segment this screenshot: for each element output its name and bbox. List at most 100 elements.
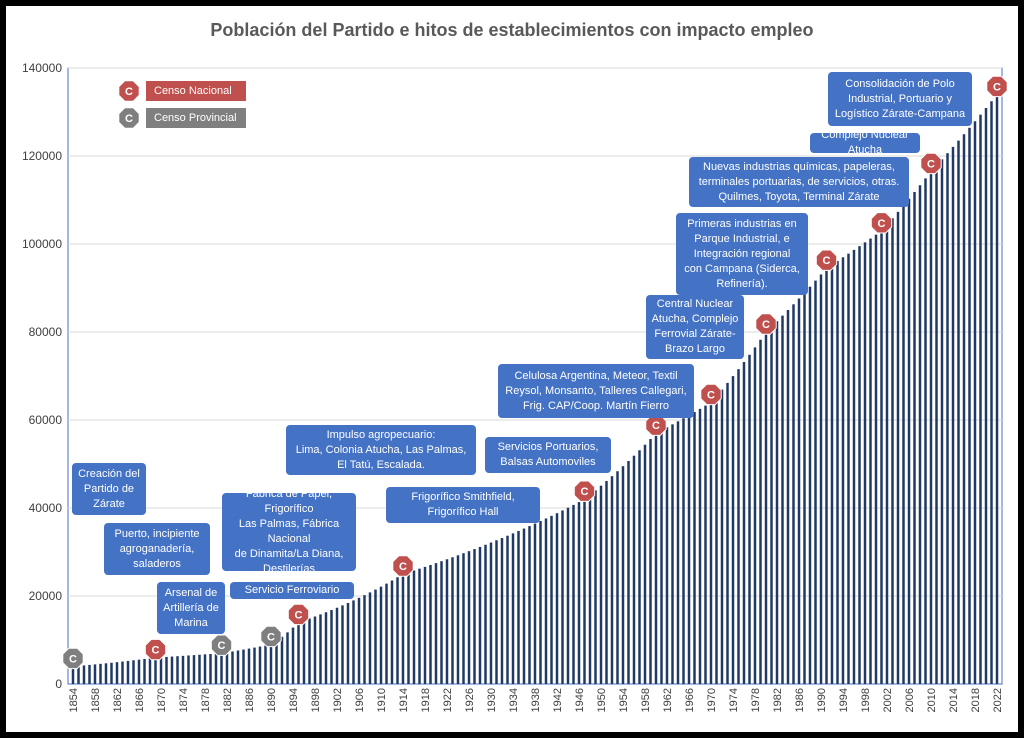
x-tick-label-1894: 1894 <box>288 688 300 712</box>
bar-1987 <box>803 292 806 684</box>
census-badge-1947-shape <box>573 480 596 502</box>
annotation-nuevas-industrias: Nuevas industrias químicas, papeleras, t… <box>689 157 909 207</box>
bar-1910 <box>379 586 383 684</box>
bar-1994 <box>841 257 845 684</box>
x-tick-label-1862: 1862 <box>112 688 124 712</box>
census-badge-1881-shape <box>210 634 233 656</box>
x-tick-label-1854: 1854 <box>68 688 80 712</box>
x-tick-label-2010: 2010 <box>926 688 938 712</box>
bar-1895 <box>297 622 300 684</box>
bar-1948 <box>588 494 592 684</box>
y-tick-label-1: 20000 <box>29 589 63 603</box>
census-badge-1960-letter: C <box>652 420 660 432</box>
bar-2017 <box>968 127 971 685</box>
bar-1872 <box>170 656 174 684</box>
bar-1995 <box>847 253 850 685</box>
bar-2010 <box>929 171 933 684</box>
bar-1936 <box>522 528 526 684</box>
bar-1874 <box>181 655 185 684</box>
annotation-central-nuclear: Central Nuclear Atucha, Complejo Ferrovi… <box>646 295 744 359</box>
bar-1923 <box>451 557 454 684</box>
legend-label-provincial: Censo Provincial <box>146 108 246 128</box>
census-badge-2022-letter: C <box>993 81 1001 93</box>
y-tick-label-5: 100000 <box>22 237 62 251</box>
census-badge-1980-letter: C <box>762 319 770 331</box>
bar-1891 <box>275 640 278 684</box>
bar-1997 <box>858 246 861 685</box>
bar-2019 <box>979 114 982 684</box>
x-tick-label-1934: 1934 <box>508 688 520 712</box>
x-tick-label-1942: 1942 <box>552 688 564 712</box>
bar-1915 <box>407 572 410 684</box>
bar-1858 <box>93 664 97 684</box>
chart-frame: Población del Partido e hitos de estable… <box>6 6 1018 732</box>
x-tick-label-1946: 1946 <box>574 688 586 712</box>
x-tick-label-1878: 1878 <box>200 688 212 712</box>
bar-1914 <box>401 574 405 684</box>
bar-1985 <box>792 304 795 684</box>
annotation-complejo-nuclear: Complejo Nuclear Atucha <box>810 129 920 156</box>
bar-1953 <box>616 471 619 684</box>
bar-1988 <box>808 286 812 684</box>
bar-1916 <box>412 570 416 684</box>
bar-1908 <box>368 592 372 684</box>
bar-1859 <box>99 663 102 684</box>
bar-2006 <box>907 198 911 685</box>
x-tick-label-1922: 1922 <box>442 688 454 712</box>
bar-1879 <box>209 653 212 684</box>
bar-1934 <box>511 533 515 684</box>
census-badge-1895-shape <box>287 603 310 626</box>
legend-label-nacional: Censo Nacional <box>146 81 246 101</box>
bar-1855 <box>77 665 80 684</box>
bar-1862 <box>115 662 119 684</box>
bar-1919 <box>429 565 432 684</box>
x-tick-label-1930: 1930 <box>486 688 498 712</box>
bar-2020 <box>984 107 988 684</box>
bar-chart: 0 20000 40000 60000 80000 100000 120000 140000 1… <box>22 61 1008 712</box>
x-tick-label-1974: 1974 <box>728 688 740 712</box>
bar-1929 <box>484 544 487 684</box>
bar-2014 <box>951 146 955 685</box>
x-tick-label-1978: 1978 <box>750 688 762 712</box>
y-tick-label-2: 40000 <box>29 501 63 515</box>
bar-1904 <box>346 602 350 684</box>
x-tick-label-1906: 1906 <box>354 688 366 712</box>
census-badge-2001-letter: C <box>878 218 886 230</box>
x-tick-label-1986: 1986 <box>794 688 806 712</box>
bar-1863 <box>121 661 124 684</box>
bar-1880 <box>214 653 218 684</box>
bar-1857 <box>88 664 91 684</box>
bar-1882 <box>225 652 229 684</box>
bar-1981 <box>770 326 773 684</box>
bar-1945 <box>572 504 575 684</box>
bar-2022 <box>995 94 999 684</box>
bar-1870 <box>159 657 163 684</box>
bar-1884 <box>236 650 240 684</box>
bar-1876 <box>192 655 196 684</box>
bar-1959 <box>649 439 652 684</box>
bar-1969 <box>704 405 707 684</box>
bar-1886 <box>247 648 251 684</box>
bar-1957 <box>638 450 641 684</box>
annotation-servicios-portuarios: Servicios Portuarios, Balsas Automoviles <box>485 437 611 473</box>
bar-1877 <box>198 654 201 684</box>
x-tick-label-1982: 1982 <box>772 688 784 712</box>
bar-1887 <box>253 647 256 684</box>
bar-1896 <box>302 620 306 684</box>
annotation-creacion: Creación del Partido de Zárate <box>72 463 146 515</box>
bar-1976 <box>742 362 746 684</box>
bar-1888 <box>258 646 262 684</box>
bar-2015 <box>957 140 960 684</box>
bar-1931 <box>495 540 498 684</box>
census-badge-2022-shape <box>986 75 1008 98</box>
bar-1906 <box>357 597 361 684</box>
bar-1911 <box>385 583 388 684</box>
bar-1918 <box>423 566 427 684</box>
bar-1856 <box>82 665 86 684</box>
bar-2004 <box>896 211 900 685</box>
x-tick-label-1938: 1938 <box>530 688 542 712</box>
x-tick-label-1898: 1898 <box>310 688 322 712</box>
bar-1928 <box>478 546 482 684</box>
census-badge-1980-shape <box>755 313 777 335</box>
x-tick-label-1890: 1890 <box>266 688 278 712</box>
